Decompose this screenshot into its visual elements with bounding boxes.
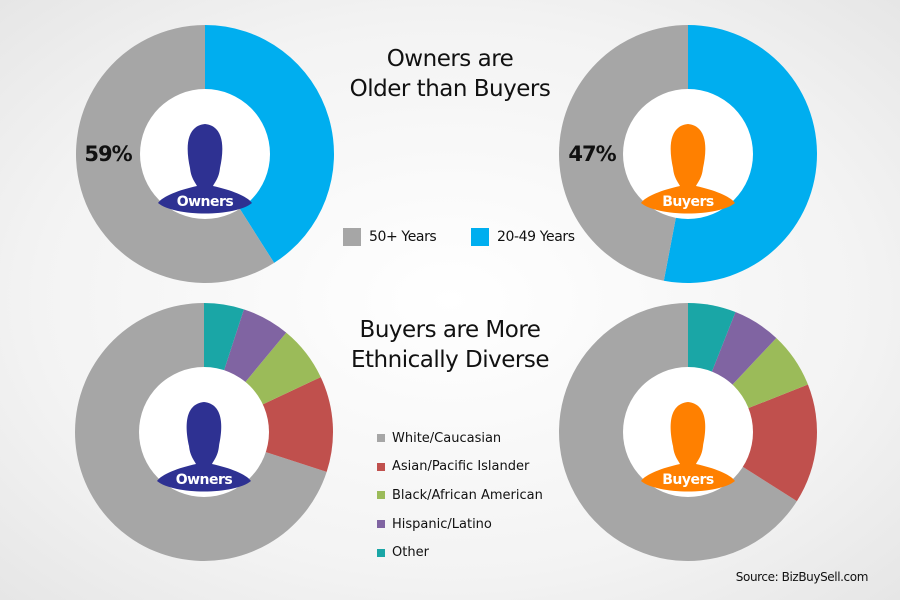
source-note: Source: BizBuySell.com [735,570,869,584]
ethnicity-legend-label-other: Other [392,545,429,561]
ethnicity-title-line-2: Ethnically Diverse [351,347,550,373]
ethnicity-legend-swatch-other [377,548,385,557]
donut-chart-2: Buyers 47% [559,25,818,283]
center-label: Owners [176,472,233,488]
center-label: Buyers [662,472,714,488]
ethnicity-legend-label-white: White/Caucasian [392,430,502,446]
age-legend-item-50plus: 50+ Years [343,228,437,246]
data-label-percent: 47% [568,142,616,166]
ethnicity-legend-label-asian: Asian/Pacific Islander [392,459,530,475]
ethnicity-legend-item-other: Other [377,538,577,567]
person-silhouette-icon [641,402,735,492]
age-legend-label-50plus: 50+ Years [369,229,437,245]
age-title: Owners are Older than Buyers [300,44,600,104]
slice-asian-pacific-islander [688,384,817,502]
ethnicity-legend-item-asian: Asian/Pacific Islander [377,453,577,482]
age-title-line-1: Owners are [386,46,514,72]
age-legend: 50+ Years 20-49 Years [343,228,583,250]
ethnicity-legend-swatch-hispanic [377,520,385,529]
data-label-percent: 59% [84,142,132,166]
donut-chart-4: Buyers [559,303,817,561]
ethnicity-title: Buyers are More Ethnically Diverse [300,315,600,375]
age-title-line-2: Older than Buyers [349,76,551,102]
ethnicity-legend-item-hispanic: Hispanic/Latino [377,510,577,539]
ethnicity-legend: White/Caucasian Asian/Pacific Islander B… [377,424,577,567]
ethnicity-title-line-1: Buyers are More [359,317,541,343]
ethnicity-legend-label-hispanic: Hispanic/Latino [392,516,492,532]
age-legend-item-20-49: 20-49 Years [471,228,575,246]
age-legend-swatch-50plus [343,228,361,246]
age-legend-swatch-20-49 [471,228,489,246]
person-silhouette-icon [641,124,735,214]
age-legend-label-20-49: 20-49 Years [497,229,575,245]
donut-chart-3: Owners [75,303,333,561]
ethnicity-legend-item-black: Black/African American [377,481,577,510]
center-label: Buyers [662,194,714,210]
ethnicity-legend-item-white: White/Caucasian [377,424,577,453]
person-silhouette-icon [157,402,251,492]
ethnicity-legend-label-black: Black/African American [392,487,543,503]
donut-chart-1: Owners 59% [76,25,335,283]
center-label: Owners [177,194,234,210]
person-silhouette-icon [158,124,252,214]
ethnicity-legend-swatch-black [377,491,385,500]
ethnicity-legend-swatch-white [377,434,385,443]
ethnicity-legend-swatch-asian [377,462,385,471]
